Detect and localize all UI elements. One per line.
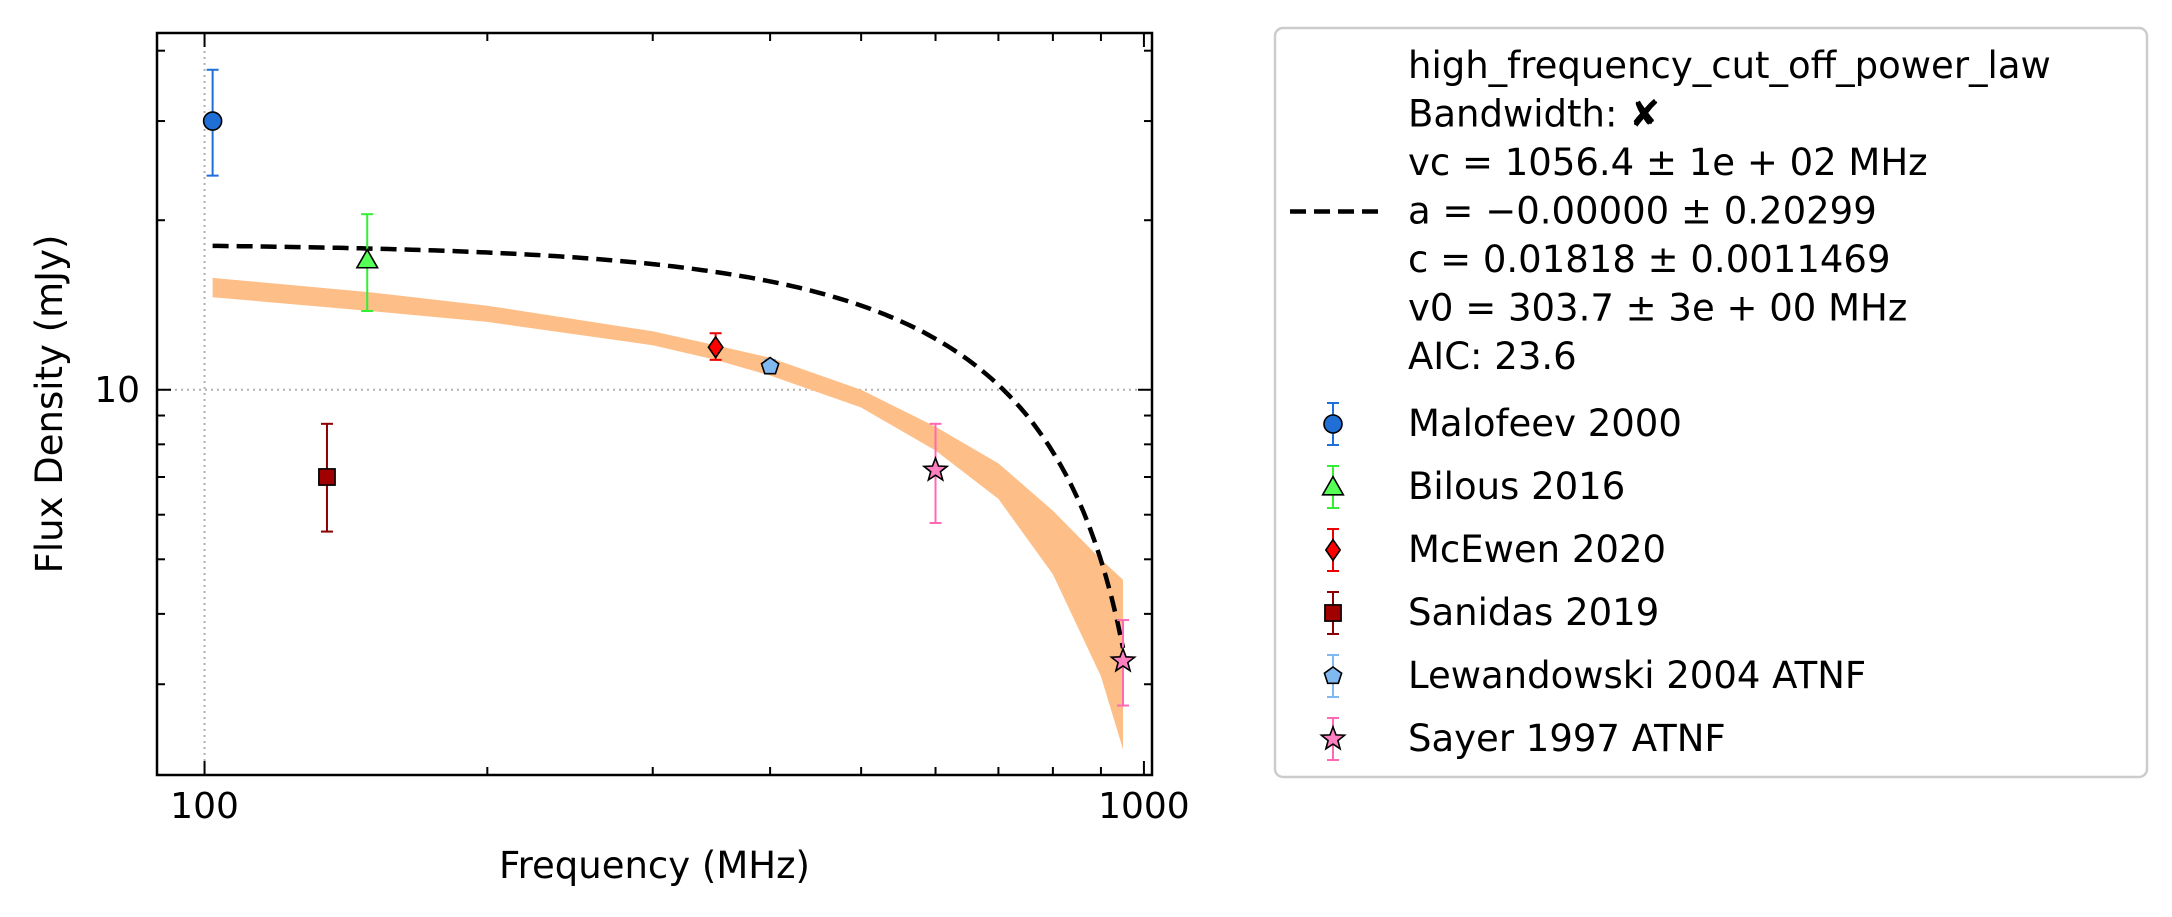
x-tick-label: 100 xyxy=(170,786,239,827)
series-sayer-1997-atnf xyxy=(921,422,1137,707)
legend-marker xyxy=(1319,724,1347,751)
legend-box xyxy=(1273,26,2149,779)
x-tick-label: 1000 xyxy=(1098,786,1190,827)
legend-label: McEwen 2020 xyxy=(1408,528,1666,571)
legend-fit-line: c = 0.01818 ± 0.0011469 xyxy=(1408,238,1890,281)
legend-marker xyxy=(1323,666,1343,685)
legend-fit-line: high_frequency_cut_off_power_law xyxy=(1408,44,2051,87)
legend-label: Sayer 1997 ATNF xyxy=(1408,717,1726,760)
fit-curve xyxy=(212,243,1126,649)
y-tick-label: 10 xyxy=(94,370,140,411)
legend-marker xyxy=(1321,475,1345,496)
data-point xyxy=(760,356,780,375)
legend-item: McEwen 2020 xyxy=(1324,528,1666,572)
legend-fit-line: Bandwidth: ✘ xyxy=(1408,93,1660,136)
legend-fit-line: v0 = 303.7 ± 3e + 00 MHz xyxy=(1408,287,1907,330)
legend-item: Lewandowski 2004 ATNF xyxy=(1323,654,1866,698)
series-mcewen-2020 xyxy=(707,332,724,361)
legend-item: Sayer 1997 ATNF xyxy=(1319,717,1726,761)
plot-frame xyxy=(155,31,1154,777)
plot-area xyxy=(157,33,1152,775)
legend-fit-line: vc = 1056.4 ± 1e + 02 MHz xyxy=(1408,141,1928,184)
data-point xyxy=(202,111,223,131)
legend-item: Sanidas 2019 xyxy=(1324,591,1659,635)
data-point xyxy=(707,335,724,359)
legend-fit-line: a = −0.00000 ± 0.20299 xyxy=(1408,190,1877,233)
series-malofeev-2000 xyxy=(202,68,223,177)
data-point xyxy=(318,468,336,486)
data-point xyxy=(921,455,950,482)
y-axis-label: Flux Density (mJy) xyxy=(28,235,71,574)
legend-label: Sanidas 2019 xyxy=(1408,591,1659,634)
data-point xyxy=(355,248,379,269)
legend-marker xyxy=(1324,538,1342,562)
legend-label: Bilous 2016 xyxy=(1408,465,1625,508)
legend-marker xyxy=(1323,414,1343,434)
x-axis-label: Frequency (MHz) xyxy=(499,844,810,887)
legend-item: Malofeev 2000 xyxy=(1323,402,1682,446)
data-point xyxy=(1109,646,1137,673)
legend-item: Bilous 2016 xyxy=(1321,465,1625,509)
series-lewandowski-2004-atnf xyxy=(760,356,780,375)
series-sanidas-2019 xyxy=(318,422,336,533)
legend-fit-line: AIC: 23.6 xyxy=(1408,335,1577,378)
legend-label: Lewandowski 2004 ATNF xyxy=(1408,654,1866,697)
legend-label: Malofeev 2000 xyxy=(1408,402,1682,445)
legend-marker xyxy=(1324,604,1342,622)
series-bilous-2016 xyxy=(355,213,379,312)
